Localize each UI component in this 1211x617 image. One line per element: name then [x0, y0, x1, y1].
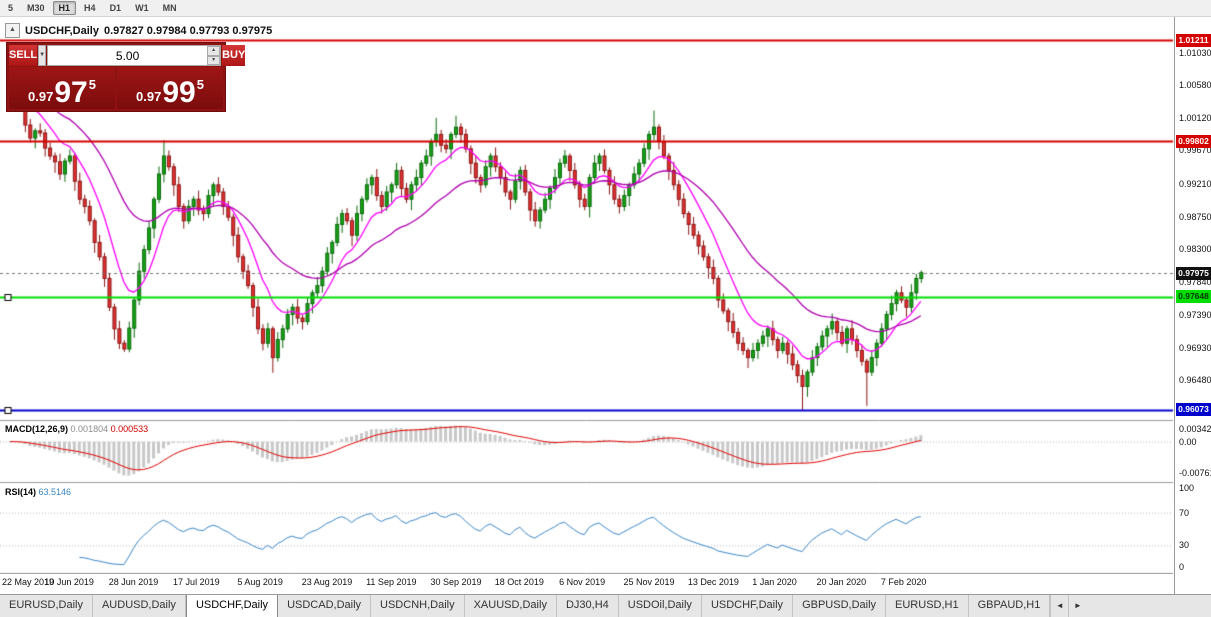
date-tick-label: 5 Aug 2019 — [237, 577, 283, 587]
macd-main-value: 0.001804 — [71, 424, 109, 434]
date-tick-label: 20 Jan 2020 — [817, 577, 867, 587]
rsi-value: 63.5146 — [39, 487, 72, 497]
date-tick-label: 25 Nov 2019 — [624, 577, 675, 587]
price-tick-label: 0.98300 — [1179, 244, 1211, 254]
date-tick-label: 1 Jan 2020 — [752, 577, 797, 587]
chart-tab-gbpusd-daily-9[interactable]: GBPUSD,Daily — [793, 595, 886, 617]
chart-tab-usdoil-daily-7[interactable]: USDOil,Daily — [619, 595, 702, 617]
chart-tab-dj30-h4-6[interactable]: DJ30,H4 — [557, 595, 619, 617]
date-tick-label: 10 Jun 2019 — [44, 577, 94, 587]
volume-stepper: ▲ ▼ — [207, 46, 220, 65]
chart-tab-usdcnh-daily-4[interactable]: USDCNH,Daily — [371, 595, 465, 617]
chart-tab-eurusd-h1-10[interactable]: EURUSD,H1 — [886, 595, 969, 617]
macd-scale-min: -0.007618 — [1179, 468, 1211, 478]
price-level-badge-0-97975: 0.97975 — [1176, 267, 1211, 280]
price-tick-label: 0.98750 — [1179, 212, 1211, 222]
tab-scroll-right-icon[interactable]: ► — [1068, 595, 1086, 617]
chart-title: ▲ USDCHF,Daily 0.97827 0.97984 0.97793 0… — [5, 23, 272, 38]
chart-symbol-label: USDCHF,Daily — [25, 25, 99, 37]
price-tick-label: 1.01030 — [1179, 48, 1211, 58]
price-tick-label: 0.99210 — [1179, 179, 1211, 189]
sell-price-pip: 5 — [89, 77, 96, 92]
price-level-badge-1-01211: 1.01211 — [1176, 34, 1211, 47]
date-tick-label: 11 Sep 2019 — [366, 577, 416, 587]
date-tick-label: 18 Oct 2019 — [495, 577, 544, 587]
price-tick-label: 1.00120 — [1179, 113, 1211, 123]
date-tick-label: 6 Nov 2019 — [559, 577, 605, 587]
volume-input[interactable] — [48, 46, 207, 65]
rsi-scale-label: 70 — [1179, 508, 1189, 518]
buy-price-pip: 5 — [197, 77, 204, 92]
chart-tab-gbpaud-h1-11[interactable]: GBPAUD,H1 — [969, 595, 1051, 617]
chart-tab-usdchf-daily-2[interactable]: USDCHF,Daily — [186, 595, 278, 617]
date-tick-label: 23 Aug 2019 — [302, 577, 353, 587]
date-tick-label: 13 Dec 2019 — [688, 577, 739, 587]
sell-price-quote[interactable]: 0.97 97 5 — [9, 67, 115, 109]
macd-name: MACD(12,26,9) — [5, 424, 68, 434]
order-type-dropdown-icon[interactable]: ▼ — [38, 45, 46, 66]
timeframe-button-w1[interactable]: W1 — [129, 1, 155, 15]
price-tick-label: 1.00580 — [1179, 80, 1211, 90]
timeframe-button-mn[interactable]: MN — [157, 1, 183, 15]
sell-button[interactable]: SELL — [9, 45, 37, 66]
rsi-indicator-label: RSI(14) 63.5146 — [5, 487, 71, 497]
chart-tab-xauusd-daily-5[interactable]: XAUUSD,Daily — [465, 595, 557, 617]
timeframe-button-5[interactable]: 5 — [2, 1, 19, 15]
price-level-badge-0-97648: 0.97648 — [1176, 290, 1211, 303]
collapse-trade-panel-icon[interactable]: ▲ — [5, 23, 20, 38]
date-tick-label: 30 Sep 2019 — [430, 577, 481, 587]
macd-indicator-label: MACD(12,26,9) 0.001804 0.000533 — [5, 424, 148, 434]
buy-button[interactable]: BUY — [222, 45, 245, 66]
macd-signal-value: 0.000533 — [111, 424, 149, 434]
sell-price-prefix: 0.97 — [28, 89, 53, 104]
chart-tab-audusd-daily-1[interactable]: AUDUSD,Daily — [93, 595, 186, 617]
rsi-name: RSI(14) — [5, 487, 36, 497]
chart-window: ▲ USDCHF,Daily 0.97827 0.97984 0.97793 0… — [0, 17, 1211, 594]
chart-tabs-bar: EURUSD,DailyAUDUSD,DailyUSDCHF,DailyUSDC… — [0, 594, 1211, 617]
timeframe-button-m30[interactable]: M30 — [21, 1, 51, 15]
timeframe-toolbar: 5M30H1H4D1W1MN — [0, 0, 1211, 17]
price-scale[interactable]: 0.003428 0.00 -0.007618 1.01030 1.00580 1.… — [1174, 17, 1211, 594]
price-tick-label: 0.97390 — [1179, 310, 1211, 320]
buy-price-quote[interactable]: 0.97 99 5 — [117, 67, 223, 109]
price-level-badge-0-96073: 0.96073 — [1176, 403, 1211, 416]
macd-scale-max: 0.003428 — [1179, 424, 1211, 434]
date-tick-label: 7 Feb 2020 — [881, 577, 927, 587]
volume-down-icon[interactable]: ▼ — [207, 56, 220, 66]
date-tick-label: 28 Jun 2019 — [109, 577, 159, 587]
one-click-trade-panel: SELL ▼ ▲ ▼ BUY 0.97 97 5 0.9 — [6, 42, 226, 112]
volume-box: ▲ ▼ — [47, 45, 221, 66]
timeframe-button-h1[interactable]: H1 — [53, 1, 77, 15]
date-tick-label: 17 Jul 2019 — [173, 577, 220, 587]
price-tick-label: 0.96480 — [1179, 375, 1211, 385]
chart-tab-eurusd-daily-0[interactable]: EURUSD,Daily — [0, 595, 93, 617]
chart-tab-usdcad-daily-3[interactable]: USDCAD,Daily — [278, 595, 371, 617]
timeframe-button-d1[interactable]: D1 — [104, 1, 128, 15]
chart-tab-usdchf-daily-8[interactable]: USDCHF,Daily — [702, 595, 793, 617]
buy-price-big-digits: 99 — [162, 80, 195, 106]
volume-up-icon[interactable]: ▲ — [207, 46, 220, 56]
tab-scroll-left-icon[interactable]: ◄ — [1050, 595, 1068, 617]
timeframe-button-h4[interactable]: H4 — [78, 1, 102, 15]
price-level-badge-0-99802: 0.99802 — [1176, 135, 1211, 148]
chart-ohlc-values: 0.97827 0.97984 0.97793 0.97975 — [104, 25, 272, 37]
rsi-scale-label: 0 — [1179, 562, 1184, 572]
sell-price-big-digits: 97 — [54, 80, 87, 106]
rsi-scale-label: 30 — [1179, 540, 1189, 550]
macd-scale-zero: 0.00 — [1179, 437, 1197, 447]
buy-price-prefix: 0.97 — [136, 89, 161, 104]
rsi-scale-label: 100 — [1179, 483, 1194, 493]
price-tick-label: 0.96930 — [1179, 343, 1211, 353]
